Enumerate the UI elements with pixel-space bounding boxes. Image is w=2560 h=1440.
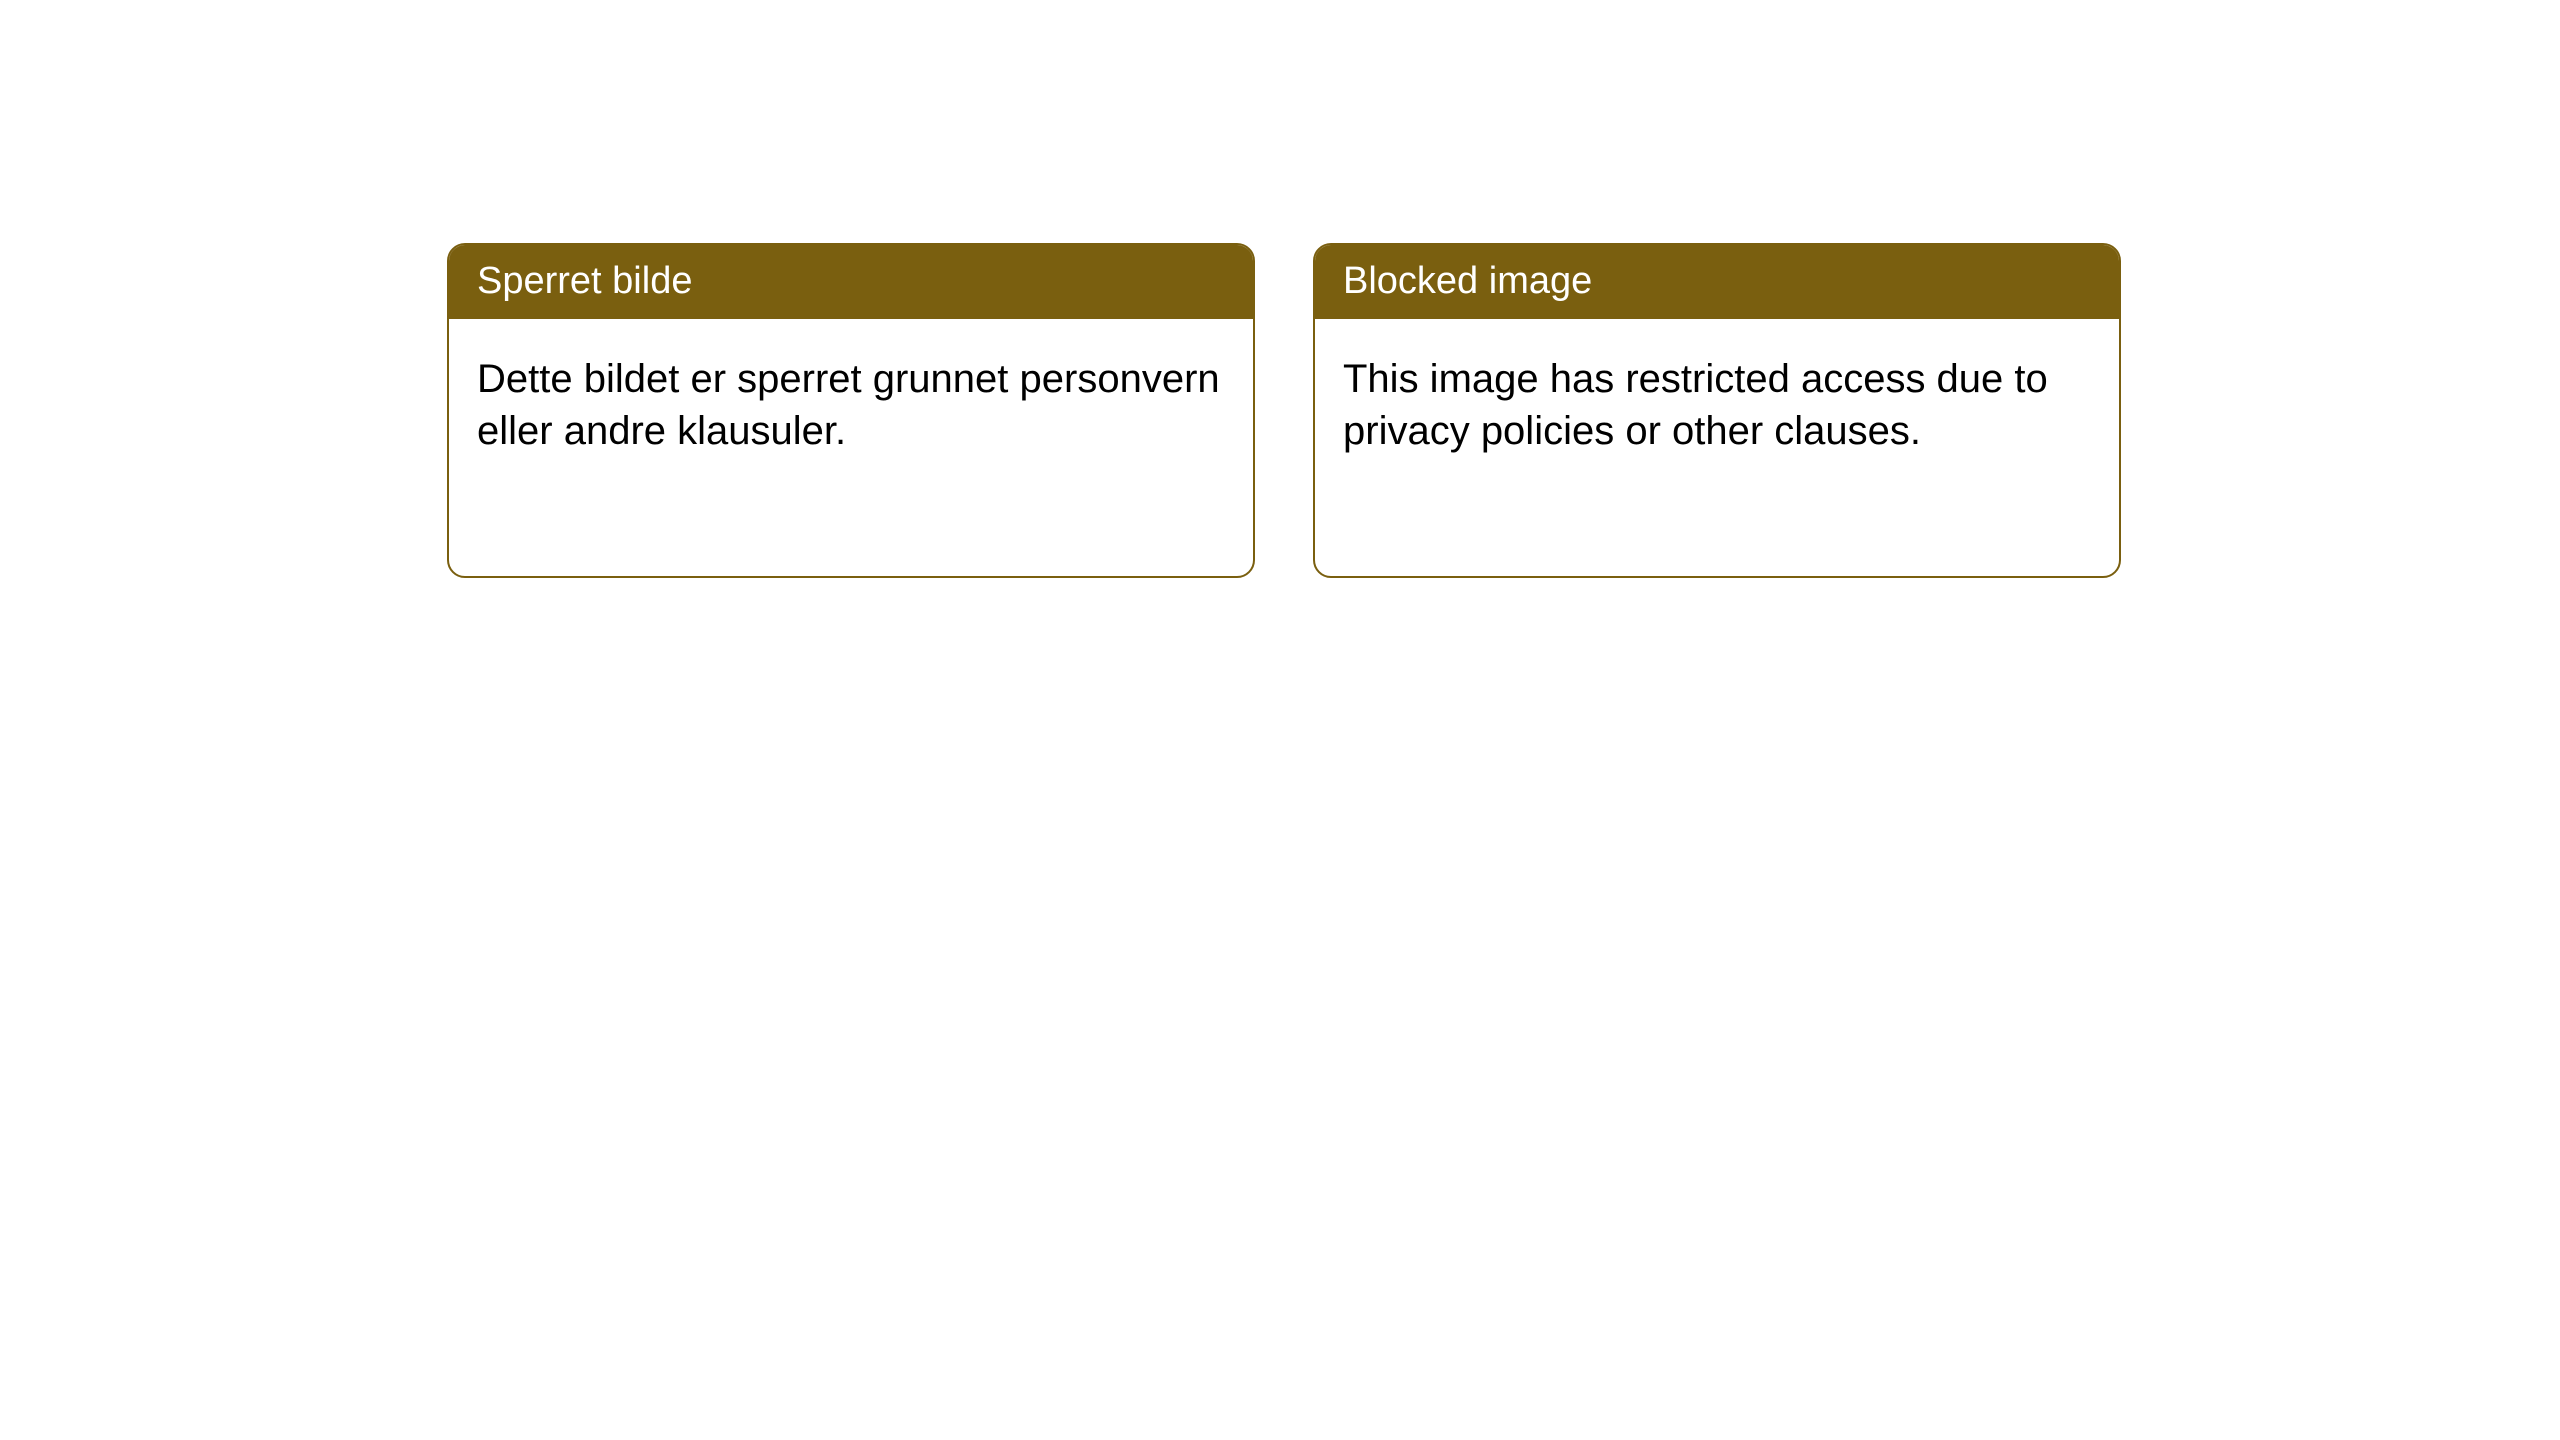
card-text: This image has restricted access due to … <box>1343 357 2048 453</box>
card-title: Blocked image <box>1343 260 1592 302</box>
blocked-image-card-english: Blocked image This image has restricted … <box>1313 243 2121 578</box>
card-text: Dette bildet er sperret grunnet personve… <box>477 357 1220 453</box>
notice-container: Sperret bilde Dette bildet er sperret gr… <box>447 243 2121 578</box>
card-body-norwegian: Dette bildet er sperret grunnet personve… <box>449 319 1253 491</box>
card-header-english: Blocked image <box>1315 245 2119 319</box>
card-title: Sperret bilde <box>477 260 692 302</box>
card-body-english: This image has restricted access due to … <box>1315 319 2119 491</box>
blocked-image-card-norwegian: Sperret bilde Dette bildet er sperret gr… <box>447 243 1255 578</box>
card-header-norwegian: Sperret bilde <box>449 245 1253 319</box>
